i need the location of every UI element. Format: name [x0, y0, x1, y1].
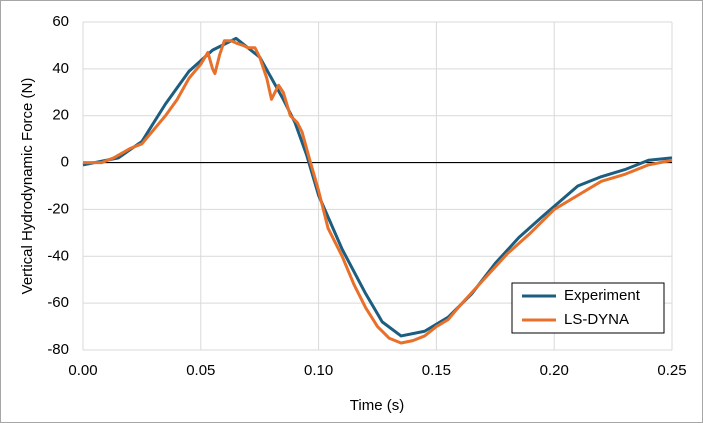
x-tick-label: 0.15 [422, 362, 451, 379]
y-tick-label: 40 [52, 60, 69, 77]
x-tick-label: 0.20 [540, 362, 569, 379]
data-line [83, 39, 673, 345]
y-tick-label: -20 [47, 200, 69, 217]
legend-label: LS-DYNA [564, 311, 629, 328]
y-tick-label: -80 [47, 341, 69, 358]
data-line [82, 36, 673, 338]
x-tick-label: 0.10 [304, 362, 333, 379]
y-tick-label: 60 [52, 13, 69, 30]
legend-label: Experiment [564, 287, 641, 304]
y-axis-label: Vertical Hydrodynamic Force (N) [19, 78, 36, 295]
x-axis-label: Time (s) [350, 397, 404, 414]
y-tick-label: -40 [47, 247, 69, 264]
x-tick-label: 0.05 [186, 362, 215, 379]
legend-box [511, 282, 665, 334]
x-tick-label: 0.00 [68, 362, 97, 379]
y-tick-label: 0 [61, 154, 69, 171]
y-tick-label: -60 [47, 294, 69, 311]
y-tick-label: 20 [52, 107, 69, 124]
x-tick-label: 0.25 [657, 362, 686, 379]
